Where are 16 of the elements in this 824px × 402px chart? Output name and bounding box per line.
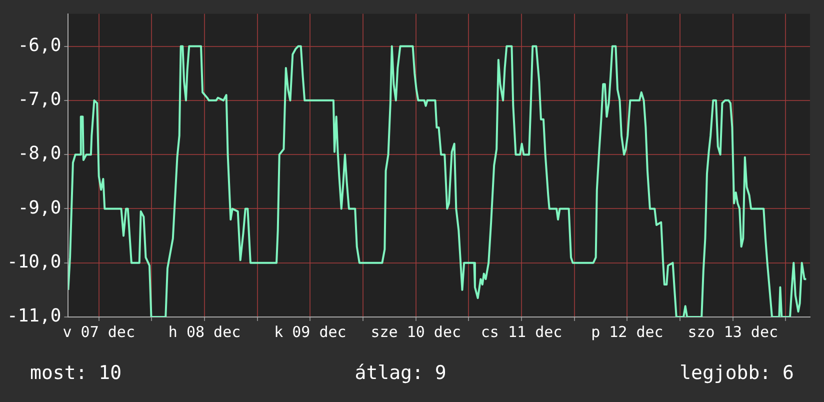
x-tick-label: cs 11 dec: [480, 322, 562, 341]
y-tick-label: -11,0: [6, 306, 62, 327]
text: most: 10: [30, 362, 122, 384]
x-tick-label: k 09 dec: [274, 322, 346, 341]
x-tick-label: v 07 dec: [62, 322, 135, 341]
y-tick-label: -8,0: [18, 143, 62, 164]
y-tick-label: -9,0: [18, 197, 62, 218]
y-tick-label: -7,0: [18, 89, 62, 110]
x-tick-label: sze 10 dec: [370, 322, 462, 341]
x-tick-label: szo 13 dec: [688, 322, 778, 341]
text: átlag: 9: [354, 362, 446, 384]
y-tick-label: -6,0: [18, 34, 62, 56]
text: legjobb: 6: [680, 362, 794, 384]
x-tick-label: p 12 dec: [591, 322, 664, 341]
y-tick-label: -10,0: [6, 252, 62, 273]
x-tick-label: h 08 dec: [168, 322, 241, 341]
